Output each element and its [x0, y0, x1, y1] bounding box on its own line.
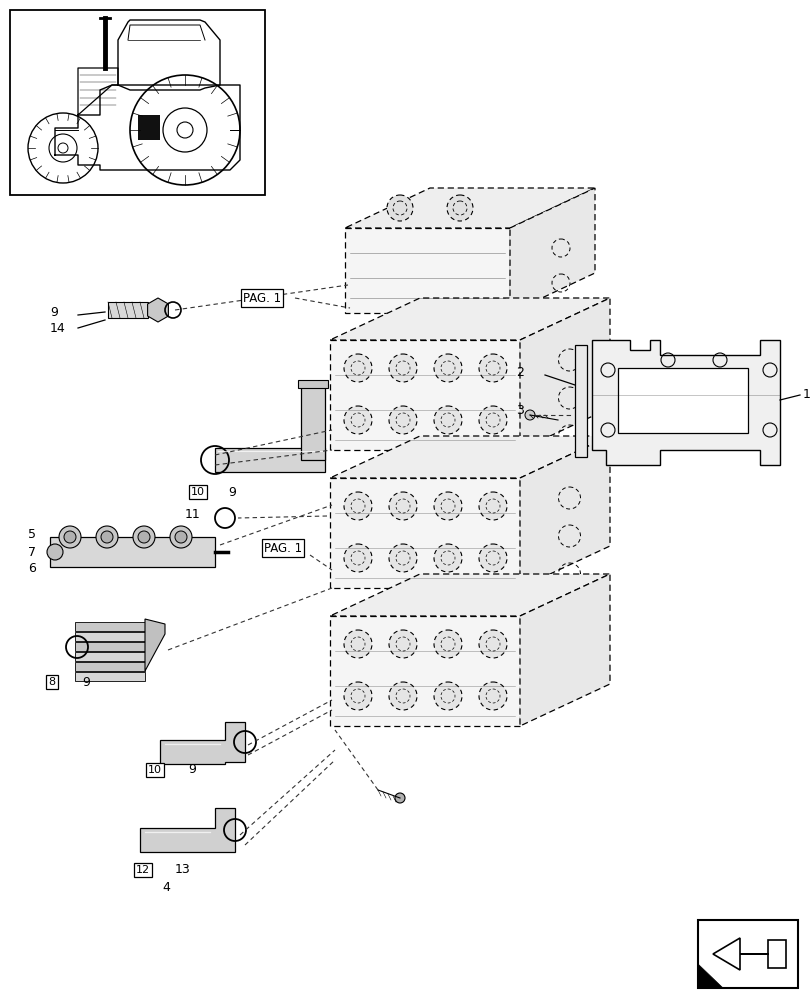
Polygon shape	[148, 298, 168, 322]
Bar	[12, 12, 263, 193]
Polygon shape	[329, 298, 609, 340]
Circle shape	[478, 630, 506, 658]
Bar	[75, 622, 145, 631]
Polygon shape	[329, 340, 519, 450]
Polygon shape	[345, 188, 594, 228]
Polygon shape	[329, 478, 519, 588]
Polygon shape	[712, 940, 785, 968]
Circle shape	[478, 682, 506, 710]
Circle shape	[433, 406, 461, 434]
Circle shape	[387, 195, 413, 221]
Circle shape	[47, 544, 63, 560]
Bar	[617, 368, 747, 433]
Polygon shape	[139, 808, 234, 852]
Circle shape	[388, 354, 417, 382]
Text: PAG. 1: PAG. 1	[264, 542, 302, 554]
Circle shape	[138, 531, 150, 543]
Text: 11: 11	[185, 508, 200, 522]
Circle shape	[433, 354, 461, 382]
Polygon shape	[145, 619, 165, 671]
Text: 5: 5	[28, 528, 36, 542]
Circle shape	[433, 544, 461, 572]
Bar	[75, 662, 145, 671]
Circle shape	[344, 630, 371, 658]
Text: 6: 6	[28, 562, 36, 574]
Bar	[697, 920, 797, 988]
Circle shape	[388, 406, 417, 434]
Polygon shape	[712, 938, 739, 970]
Circle shape	[478, 354, 506, 382]
Circle shape	[478, 492, 506, 520]
Bar	[50, 537, 215, 567]
Polygon shape	[160, 722, 245, 764]
Polygon shape	[329, 574, 609, 616]
Circle shape	[388, 630, 417, 658]
Polygon shape	[519, 298, 609, 450]
Bar	[138, 115, 160, 140]
Circle shape	[388, 682, 417, 710]
Circle shape	[388, 492, 417, 520]
Circle shape	[388, 544, 417, 572]
Text: 7: 7	[28, 546, 36, 558]
Text: 10: 10	[148, 765, 162, 775]
Text: 10: 10	[191, 487, 204, 497]
Polygon shape	[697, 964, 722, 988]
Circle shape	[394, 793, 405, 803]
Circle shape	[433, 630, 461, 658]
Text: 9: 9	[228, 486, 235, 498]
Bar	[108, 302, 148, 318]
Bar	[301, 385, 324, 460]
Text: 8: 8	[49, 677, 55, 687]
Circle shape	[344, 354, 371, 382]
Circle shape	[344, 406, 371, 434]
Circle shape	[64, 531, 76, 543]
Polygon shape	[519, 436, 609, 588]
Polygon shape	[329, 616, 519, 726]
Circle shape	[59, 526, 81, 548]
Polygon shape	[519, 574, 609, 726]
Circle shape	[101, 531, 113, 543]
Bar	[574, 345, 586, 457]
Text: 3: 3	[515, 403, 523, 416]
Circle shape	[433, 682, 461, 710]
Bar	[298, 380, 328, 388]
Text: 4: 4	[162, 881, 169, 894]
Circle shape	[344, 544, 371, 572]
Polygon shape	[591, 340, 779, 465]
Bar	[215, 448, 324, 472]
Polygon shape	[345, 228, 509, 313]
Text: 1: 1	[802, 388, 810, 401]
Circle shape	[478, 544, 506, 572]
Text: 9: 9	[82, 676, 90, 688]
Bar	[75, 672, 145, 681]
Circle shape	[96, 526, 118, 548]
Circle shape	[433, 492, 461, 520]
Circle shape	[344, 682, 371, 710]
Bar	[75, 632, 145, 641]
Bar	[75, 642, 145, 651]
Text: 14: 14	[50, 322, 66, 334]
Polygon shape	[329, 436, 609, 478]
Text: 2: 2	[515, 365, 523, 378]
Text: PAG. 1: PAG. 1	[242, 292, 281, 304]
Text: 9: 9	[188, 763, 195, 776]
Bar	[75, 652, 145, 661]
Polygon shape	[509, 188, 594, 313]
Circle shape	[344, 492, 371, 520]
Text: 12: 12	[135, 865, 150, 875]
Bar	[10, 10, 264, 195]
Text: 13: 13	[175, 863, 191, 876]
Circle shape	[175, 531, 187, 543]
Circle shape	[525, 410, 534, 420]
Circle shape	[133, 526, 155, 548]
Text: 9: 9	[50, 306, 58, 318]
Circle shape	[169, 526, 191, 548]
Circle shape	[478, 406, 506, 434]
Circle shape	[446, 195, 473, 221]
